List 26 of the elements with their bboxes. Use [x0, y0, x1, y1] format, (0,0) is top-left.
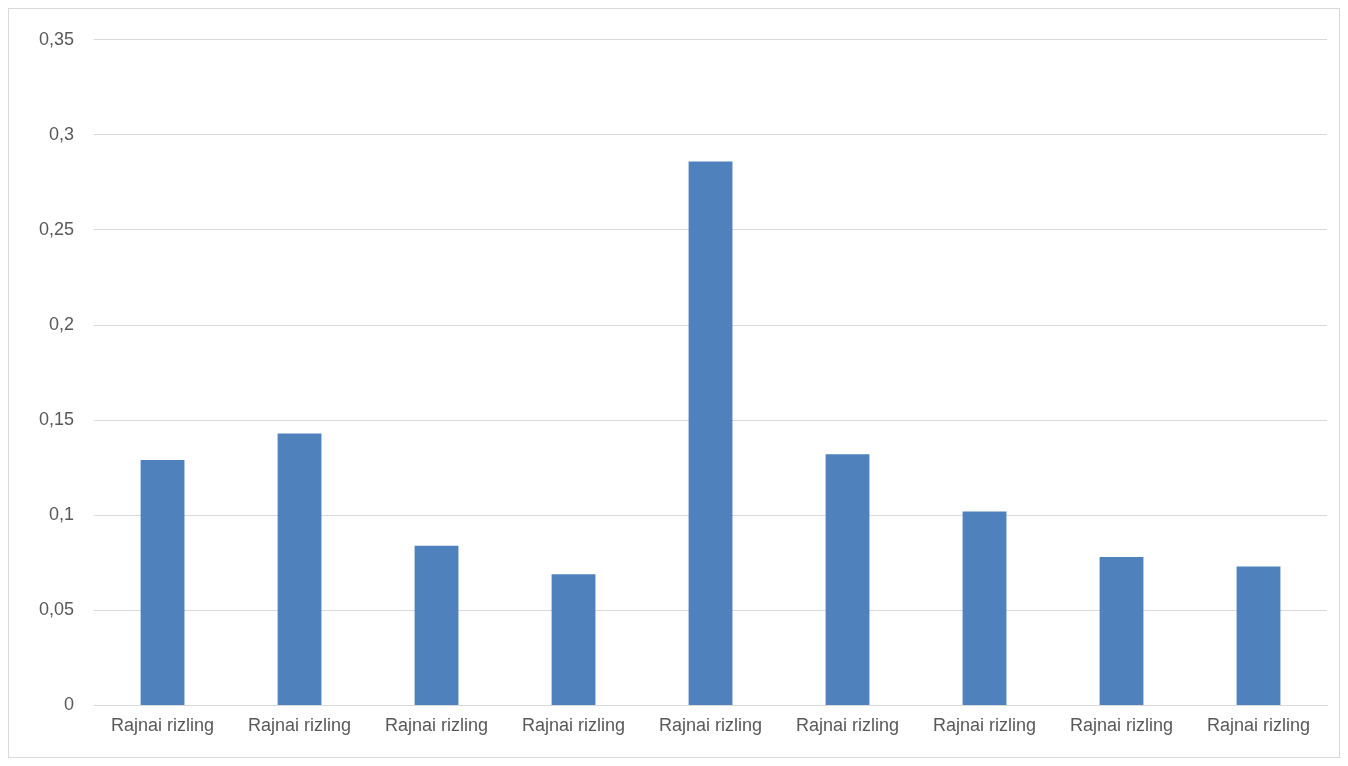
- y-tick-label: 0: [64, 694, 75, 715]
- x-tick-label: Rajnai rizling: [1206, 715, 1311, 736]
- x-tick-label: Rajnai rizling: [111, 715, 215, 736]
- x-tick-label: Rajnai rizling: [248, 715, 352, 736]
- x-tick-label: Rajnai rizling: [658, 715, 763, 736]
- y-tick-label: 0,2: [49, 314, 75, 335]
- y-tick-label: 0,3: [49, 123, 75, 144]
- y-tick-label: 0,35: [38, 28, 75, 49]
- bar: [414, 545, 459, 705]
- bar: [1236, 566, 1281, 705]
- y-tick-label: 0,25: [38, 218, 75, 239]
- bar: [688, 161, 733, 705]
- x-tick-label: Rajnai rizling: [1069, 715, 1174, 736]
- bar: [962, 511, 1007, 705]
- x-tick-label: Rajnai rizling: [932, 715, 1037, 736]
- x-tick-label: Rajnai rizling: [385, 715, 489, 736]
- x-tick-label: Rajnai rizling: [522, 715, 626, 736]
- y-tick-label: 0,15: [38, 409, 75, 430]
- bar: [551, 574, 596, 705]
- bar: [277, 433, 322, 705]
- x-tick-label: Rajnai rizling: [795, 715, 900, 736]
- y-tick-label: 0,1: [49, 504, 75, 525]
- bar: [1099, 557, 1144, 705]
- y-tick-label: 0,05: [38, 599, 75, 620]
- bar: [825, 454, 870, 705]
- bar: [140, 460, 185, 705]
